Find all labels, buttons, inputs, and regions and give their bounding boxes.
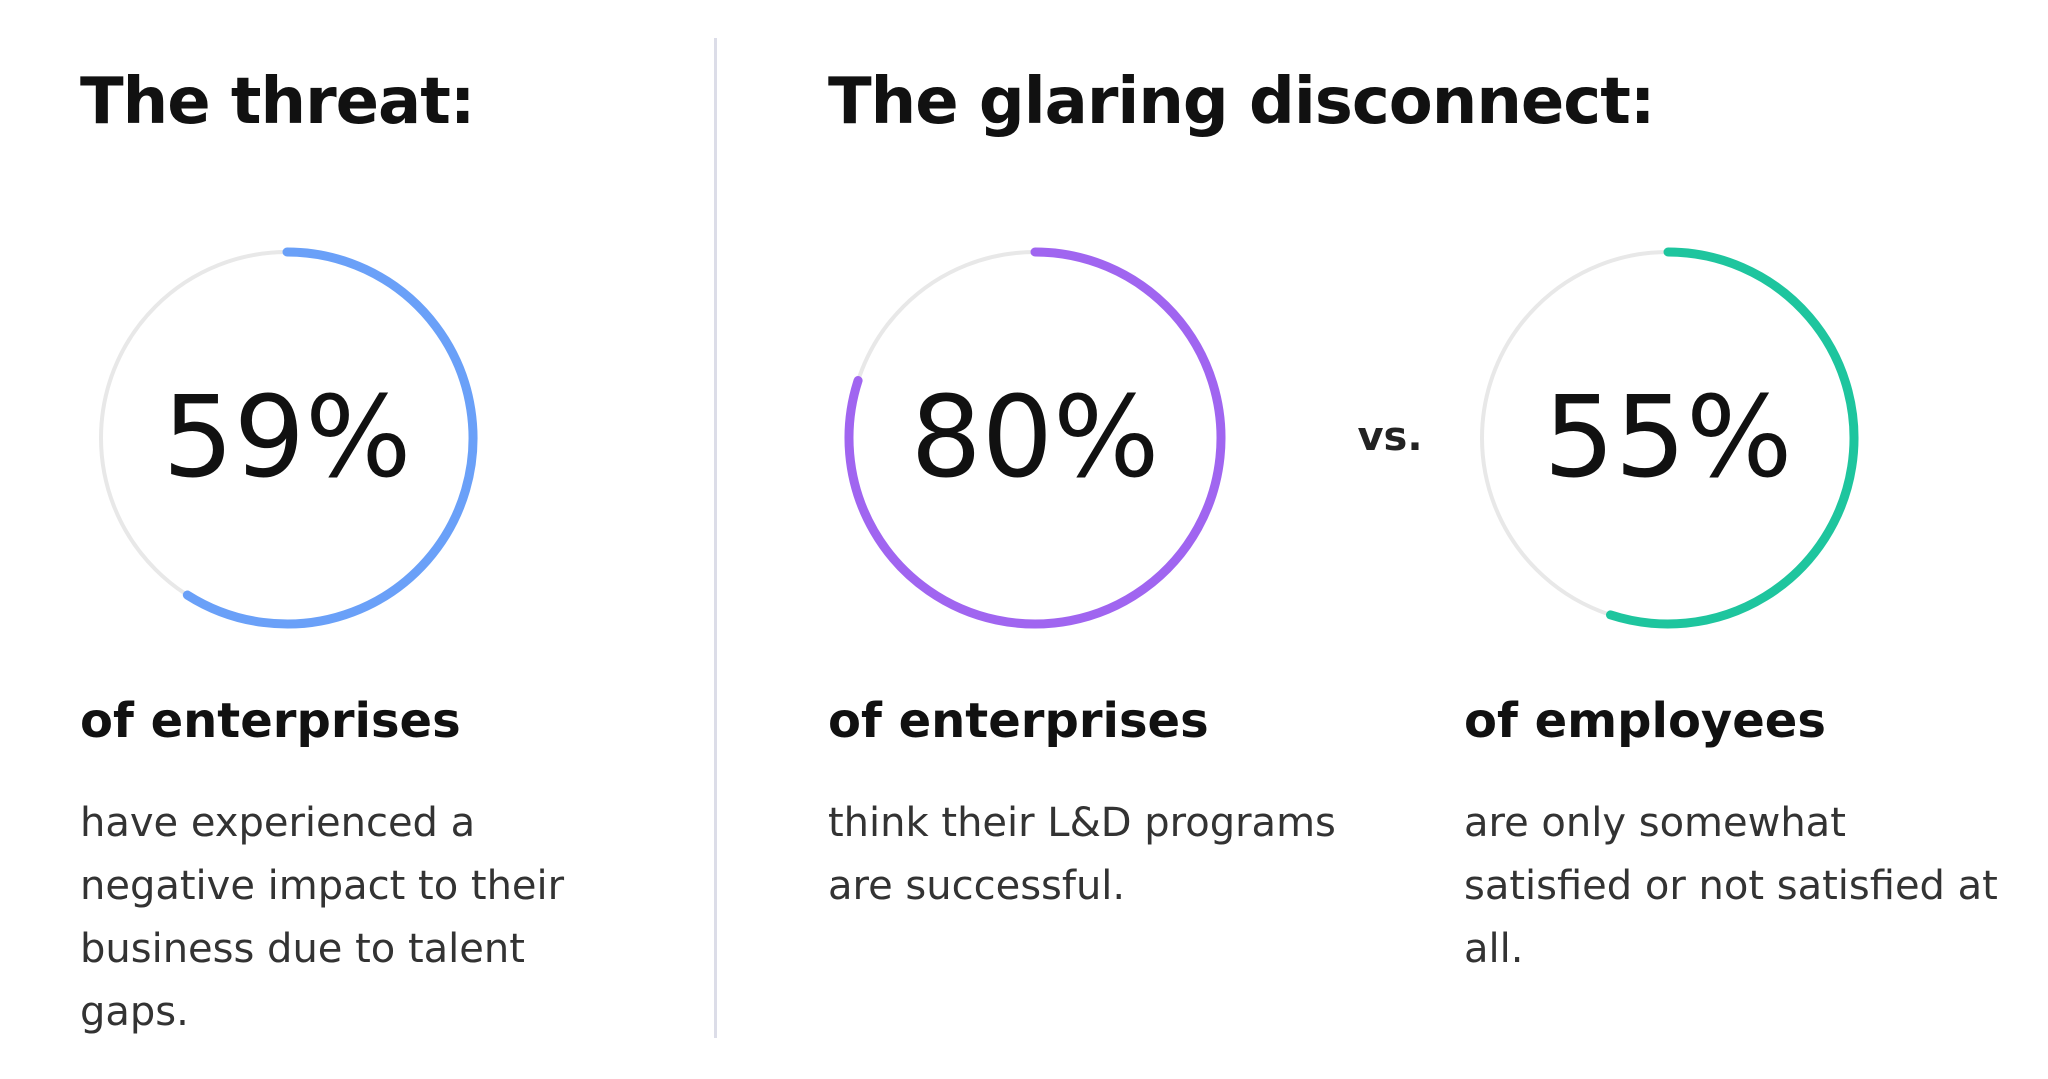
section-heading-disconnect: The glaring disconnect: bbox=[828, 65, 1655, 139]
donut-arc-1 bbox=[182, 247, 478, 629]
stat-subhead-3: of employees bbox=[1464, 693, 1826, 749]
donut-chart-3: 55% bbox=[1480, 247, 1859, 629]
donut-value-3: 55% bbox=[1544, 373, 1793, 503]
section-divider bbox=[714, 38, 717, 1038]
stat-description-1: have experienced a negative impact to th… bbox=[80, 800, 565, 1035]
donut-value-2: 80% bbox=[911, 373, 1160, 503]
donut-chart-1: 59% bbox=[99, 247, 478, 629]
stat-subhead-1: of enterprises bbox=[80, 693, 461, 749]
donut-chart-2: 80% bbox=[844, 247, 1226, 629]
stat-subhead-2: of enterprises bbox=[828, 693, 1209, 749]
donut-arc-3 bbox=[1606, 247, 1859, 629]
donut-value-1: 59% bbox=[163, 373, 412, 503]
stat-description-3: are only somewhat satisfied or not satis… bbox=[1464, 800, 1998, 972]
stat-description-2: think their L&D programs are successful. bbox=[828, 800, 1336, 909]
donut-arc-2 bbox=[844, 247, 1226, 629]
section-heading-threat: The threat: bbox=[80, 65, 475, 139]
vs-label: vs. bbox=[1357, 414, 1423, 460]
